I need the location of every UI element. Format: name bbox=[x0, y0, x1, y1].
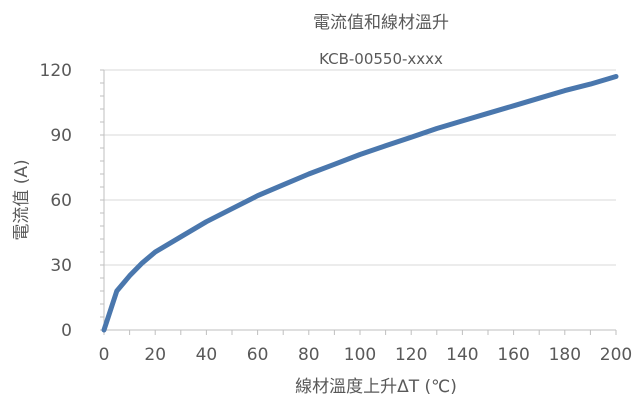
x-tick-label: 100 bbox=[344, 345, 376, 365]
x-tick-label: 20 bbox=[144, 345, 166, 365]
chart-subtitle: KCB-00550-xxxx bbox=[319, 50, 443, 68]
x-tick-label: 200 bbox=[600, 345, 632, 365]
x-tick-label: 120 bbox=[395, 345, 427, 365]
x-tick-label: 60 bbox=[247, 345, 269, 365]
series-line bbox=[101, 74, 619, 333]
x-tick-label: 80 bbox=[298, 345, 320, 365]
y-tick-label: 120 bbox=[40, 61, 72, 81]
y-axis-label: 電流值 (A) bbox=[12, 159, 32, 240]
chart-title: 電流值和線材溫升 bbox=[313, 13, 449, 33]
axis-layer bbox=[100, 69, 617, 335]
x-tick-label: 180 bbox=[549, 345, 581, 365]
y-tick-label: 30 bbox=[50, 256, 72, 276]
x-tick-label: 140 bbox=[446, 345, 478, 365]
y-tick-label: 60 bbox=[50, 191, 72, 211]
tick-label-layer: 0 30 60 90 120 0 20 40 60 80 100 120 140 160 180 200 bbox=[40, 61, 633, 365]
y-tick-label: 90 bbox=[50, 126, 72, 146]
series-layer bbox=[101, 74, 619, 333]
x-tick-label: 0 bbox=[99, 345, 110, 365]
x-tick-label: 160 bbox=[497, 345, 529, 365]
y-tick-label: 0 bbox=[61, 321, 72, 341]
grid-layer bbox=[104, 69, 616, 266]
x-tick-label: 40 bbox=[196, 345, 218, 365]
x-axis-label: 線材溫度上升ΔT (℃) bbox=[295, 377, 457, 397]
